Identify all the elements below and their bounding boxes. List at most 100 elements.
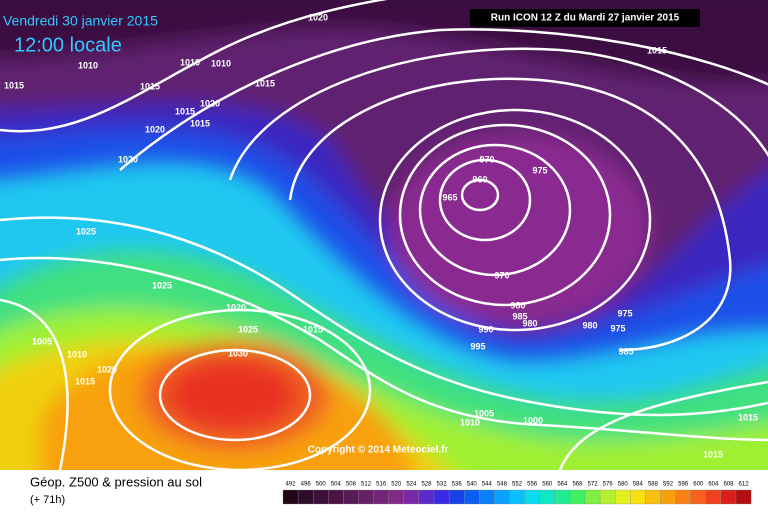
- isobars: [0, 0, 768, 470]
- isobar-label: 1005: [32, 336, 52, 346]
- time-label: 12:00 locale: [14, 34, 122, 56]
- isobar-label: 1020: [118, 154, 138, 164]
- scale-label: 584: [633, 482, 644, 488]
- isobar-label: 970: [479, 154, 494, 164]
- scale-label: 576: [603, 482, 614, 488]
- scale-label: 560: [542, 482, 553, 488]
- isobar-label: 1010: [78, 60, 98, 70]
- scale-swatch: [328, 489, 344, 505]
- scale-swatch: [675, 489, 691, 505]
- scale-label: 516: [376, 482, 387, 488]
- scale-label: 536: [452, 482, 463, 488]
- scale-swatch: [690, 489, 706, 505]
- scale-swatch: [464, 489, 480, 505]
- scale-swatch: [705, 489, 722, 505]
- scale-swatch: [479, 489, 495, 505]
- isobar-label: 1000: [523, 415, 543, 425]
- scale-swatch: [539, 489, 555, 505]
- scale-swatch: [735, 489, 752, 505]
- scale-swatch: [358, 489, 374, 505]
- scale-swatch: [569, 489, 586, 505]
- isobar-label: 980: [510, 300, 525, 310]
- isobar-label: 1015: [738, 412, 758, 422]
- isobar-label: 1015: [703, 449, 723, 459]
- scale-swatch: [313, 489, 329, 505]
- footer-lead: (+ 71h): [30, 494, 65, 506]
- scale-label: 540: [467, 482, 478, 488]
- scale-swatch: [720, 489, 737, 505]
- isobar-label: 995: [470, 341, 485, 351]
- scale-swatch: [282, 489, 299, 505]
- scale-label: 496: [301, 482, 312, 488]
- scale-swatch: [403, 489, 420, 505]
- isobar-label: 1015: [140, 81, 160, 91]
- isobar-label: 1025: [76, 226, 96, 236]
- scale-label: 592: [663, 482, 674, 488]
- scale-swatch: [388, 489, 404, 505]
- scale-label: 608: [723, 482, 734, 488]
- scale-label: 552: [512, 482, 523, 488]
- isobar-label: 1025: [238, 324, 258, 334]
- isobar-label: 990: [478, 324, 493, 334]
- isobar-label: 960: [472, 174, 487, 184]
- isobar-label: 1005: [474, 408, 494, 418]
- scale-label: 596: [678, 482, 689, 488]
- scale-label: 572: [588, 482, 599, 488]
- isobar-label: 985: [618, 346, 633, 356]
- isobar-label: 1015: [75, 376, 95, 386]
- isobar-label: 1010: [67, 349, 87, 359]
- isobar-label: 1010: [211, 58, 231, 68]
- scale-label: 508: [346, 482, 357, 488]
- scale-swatch: [554, 489, 571, 505]
- isobar-label: 1010: [180, 57, 200, 67]
- isobar-label: 980: [582, 320, 597, 330]
- scale-label: 556: [527, 482, 538, 488]
- scale-label: 528: [421, 482, 432, 488]
- isobar-label: 1020: [308, 12, 328, 22]
- isobar-label: 1015: [303, 324, 323, 334]
- scale-label: 588: [648, 482, 659, 488]
- scale-label: 548: [497, 482, 508, 488]
- isobar-label: 1015: [4, 80, 24, 90]
- run-box: [470, 9, 700, 27]
- isobar-label: 1015: [255, 78, 275, 88]
- scale-swatch: [297, 489, 314, 505]
- scale-swatch: [418, 489, 435, 505]
- scale-label: 520: [391, 482, 402, 488]
- isobar-label: 980: [522, 318, 537, 328]
- scale-swatch: [599, 489, 616, 505]
- scale-label: 604: [708, 482, 719, 488]
- scale-swatch: [373, 489, 389, 505]
- isobar-label: 1020: [97, 364, 117, 374]
- copyright: Copyright © 2014 Meteociel.fr: [308, 445, 449, 456]
- scale-swatch: [448, 489, 465, 505]
- isobar-label: 975: [532, 165, 547, 175]
- scale-swatch: [615, 489, 631, 505]
- isobar-label: 1020: [145, 124, 165, 134]
- isobar-label: 970: [494, 270, 509, 280]
- isobar-label: 985: [512, 311, 527, 321]
- isobar-label: 975: [617, 308, 632, 318]
- isobar-label: 965: [442, 192, 457, 202]
- scale-label: 524: [406, 482, 417, 488]
- date-label: Vendredi 30 janvier 2015: [3, 13, 158, 29]
- scale-swatch: [645, 489, 661, 505]
- isobar-label: 1025: [152, 280, 172, 290]
- run-label: Run ICON 12 Z du Mardi 27 janvier 2015: [491, 13, 680, 24]
- isobar-label: 1015: [647, 45, 667, 55]
- isobar-label: 1015: [175, 106, 195, 116]
- scale-swatch: [660, 489, 676, 505]
- footer-title: Géop. Z500 & pression au sol: [30, 474, 202, 489]
- scale-label: 600: [693, 482, 704, 488]
- scale-label: 492: [286, 482, 297, 488]
- scale-swatch: [509, 489, 525, 505]
- scale-label: 544: [482, 482, 493, 488]
- scale-label: 500: [316, 482, 327, 488]
- scale-label: 564: [557, 482, 568, 488]
- isobar-label: 1010: [460, 417, 480, 427]
- scale-swatch: [343, 489, 359, 505]
